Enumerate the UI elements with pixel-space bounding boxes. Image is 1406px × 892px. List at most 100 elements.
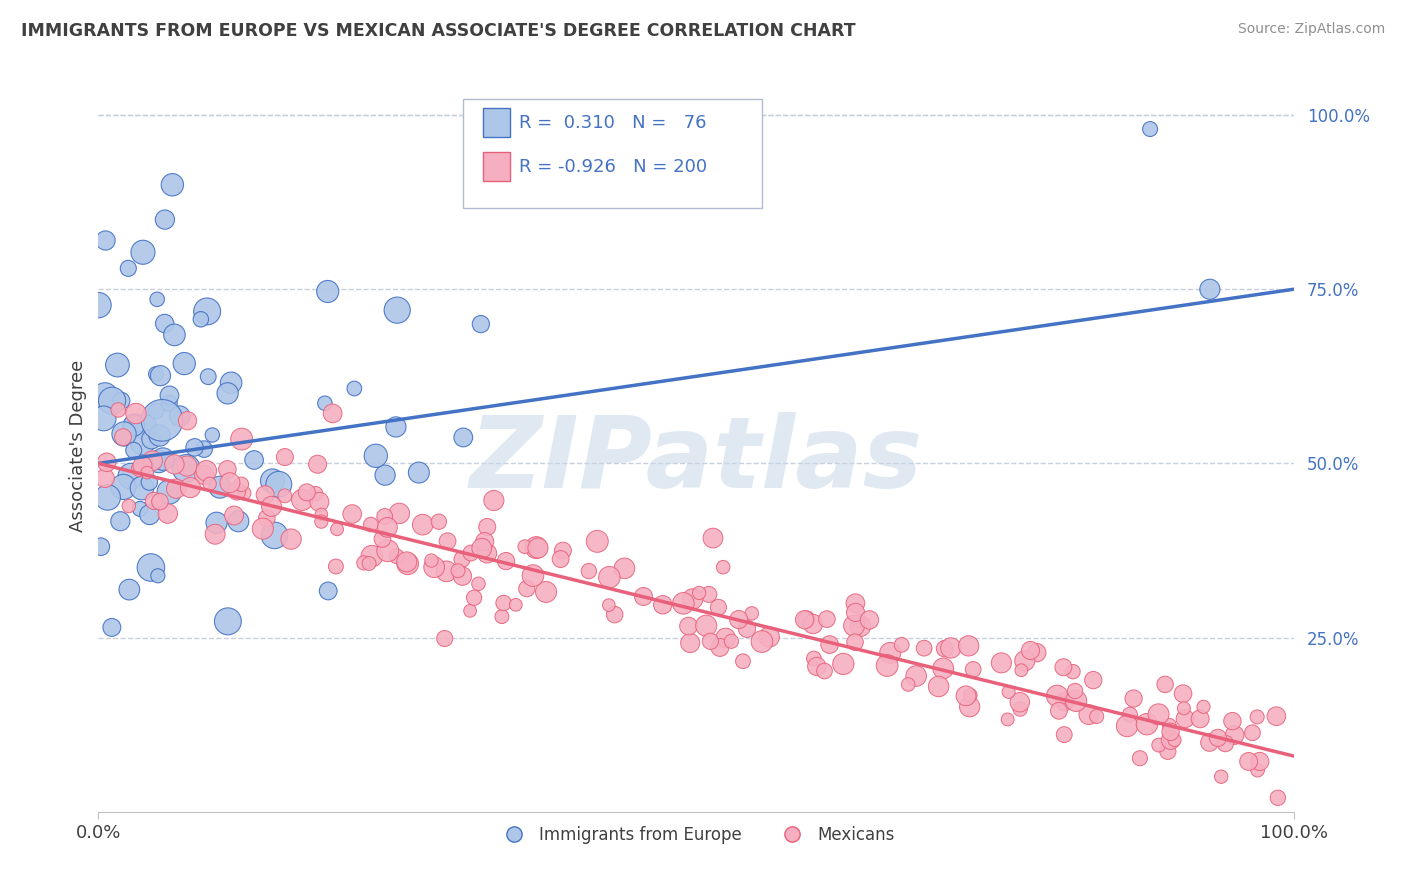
Point	[125, 407, 148, 421]
Point	[228, 514, 250, 528]
Point	[274, 450, 297, 464]
Point	[314, 396, 336, 410]
Point	[146, 293, 169, 307]
Point	[741, 607, 763, 621]
Point	[1116, 719, 1139, 733]
Point	[727, 613, 749, 627]
Point	[471, 541, 494, 556]
Point	[262, 474, 284, 488]
Point	[179, 481, 201, 495]
Point	[1249, 755, 1271, 769]
Point	[222, 508, 245, 523]
Point	[955, 689, 977, 703]
Point	[141, 432, 163, 446]
Point	[340, 507, 363, 521]
Point	[201, 428, 224, 442]
Point	[150, 413, 173, 427]
Point	[1053, 695, 1076, 709]
Point	[117, 261, 139, 276]
Point	[796, 612, 818, 626]
Point	[163, 458, 186, 472]
Point	[112, 427, 135, 442]
FancyBboxPatch shape	[484, 108, 509, 137]
Point	[474, 534, 496, 549]
Point	[1064, 694, 1087, 708]
Point	[326, 522, 349, 536]
Point	[932, 661, 955, 675]
Point	[291, 492, 314, 507]
Point	[190, 312, 212, 326]
Point	[1174, 712, 1197, 726]
Point	[134, 419, 156, 434]
Point	[1085, 709, 1108, 723]
Point	[467, 576, 489, 591]
Point	[844, 635, 866, 649]
Point	[735, 622, 758, 636]
Point	[451, 569, 474, 583]
Point	[586, 534, 609, 549]
Point	[1154, 677, 1177, 691]
Point	[420, 553, 443, 567]
Point	[603, 607, 626, 622]
Point	[458, 604, 481, 618]
Point	[1157, 744, 1180, 758]
Point	[997, 685, 1019, 699]
Point	[205, 516, 228, 530]
Point	[492, 596, 515, 610]
Point	[1046, 689, 1069, 703]
Point	[148, 454, 170, 468]
Point	[731, 654, 754, 668]
Point	[1010, 702, 1032, 716]
Point	[844, 596, 866, 610]
Point	[385, 549, 408, 563]
Point	[94, 234, 117, 248]
Point	[678, 619, 700, 633]
Point	[195, 464, 218, 478]
Point	[934, 641, 956, 656]
Point	[491, 609, 513, 624]
Point	[1129, 751, 1152, 765]
Point	[94, 471, 117, 485]
Point	[217, 386, 239, 401]
Point	[325, 559, 347, 574]
Point	[1010, 663, 1032, 677]
Point	[231, 432, 253, 446]
Point	[153, 212, 176, 227]
Point	[263, 528, 285, 542]
Point	[1160, 724, 1182, 739]
Point	[516, 582, 538, 596]
Point	[1241, 725, 1264, 739]
Text: IMMIGRANTS FROM EUROPE VS MEXICAN ASSOCIATE'S DEGREE CORRELATION CHART: IMMIGRANTS FROM EUROPE VS MEXICAN ASSOCI…	[21, 22, 856, 40]
Point	[267, 477, 290, 491]
Point	[1198, 735, 1220, 749]
Point	[527, 541, 550, 555]
Point	[145, 404, 167, 418]
Point	[371, 532, 394, 546]
Point	[1019, 643, 1042, 657]
Point	[688, 586, 710, 600]
Point	[477, 520, 499, 534]
Point	[453, 430, 475, 444]
Point	[385, 420, 408, 434]
Point	[93, 411, 115, 425]
Point	[1119, 707, 1142, 722]
Point	[818, 638, 841, 652]
Point	[1246, 763, 1268, 777]
Point	[408, 466, 430, 480]
Point	[359, 557, 381, 571]
Point	[613, 561, 636, 575]
Point	[157, 396, 180, 410]
Point	[598, 570, 620, 584]
Point	[111, 430, 134, 444]
Point	[195, 304, 218, 318]
Point	[702, 531, 724, 545]
Point	[280, 532, 302, 546]
Point	[905, 669, 928, 683]
Point	[364, 449, 387, 463]
Point	[374, 509, 396, 524]
Point	[149, 494, 172, 508]
Point	[145, 367, 167, 381]
Point	[243, 453, 266, 467]
Point	[107, 403, 129, 417]
Point	[1213, 737, 1236, 751]
